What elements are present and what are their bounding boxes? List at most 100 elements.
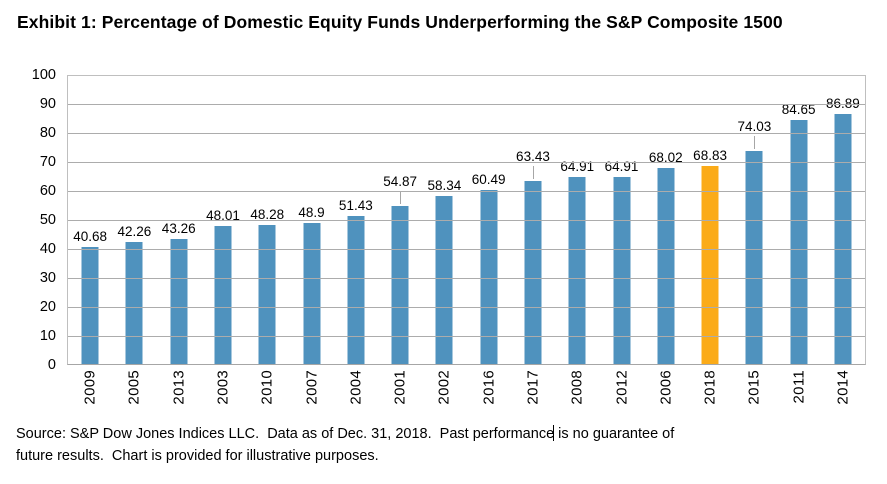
bar-2005 bbox=[125, 242, 143, 364]
bar-2006 bbox=[657, 168, 675, 364]
bar-2010 bbox=[258, 225, 276, 364]
x-tick-label-2008: 2008 bbox=[568, 370, 586, 405]
x-tick-label-2006: 2006 bbox=[657, 370, 675, 405]
bar-2016 bbox=[480, 190, 498, 364]
bar-group-2016: 60.49 2016 bbox=[467, 76, 511, 405]
x-tick-label-2003: 2003 bbox=[214, 370, 232, 405]
text-cursor bbox=[553, 425, 555, 441]
bar-2015 bbox=[745, 151, 763, 364]
y-tick-label: 30 bbox=[39, 270, 56, 286]
x-tick-label-2001: 2001 bbox=[391, 370, 409, 405]
bar-value-label: 48.9 bbox=[298, 205, 325, 220]
gridline bbox=[68, 191, 865, 192]
gridline bbox=[68, 336, 865, 337]
x-tick-label-2015: 2015 bbox=[745, 370, 763, 405]
source-text-before-cursor: Source: S&P Dow Jones Indices LLC. Data … bbox=[16, 426, 555, 442]
y-tick-label: 50 bbox=[39, 212, 56, 228]
gridline bbox=[68, 278, 865, 279]
bars-container: 40.68 2009 42.26 2005 43.26 2013 48.01 2003 48.2… bbox=[68, 76, 865, 405]
x-tick-label-2005: 2005 bbox=[125, 370, 143, 405]
bar-group-2010: 48.28 2010 bbox=[245, 76, 289, 405]
bar-2012 bbox=[613, 177, 631, 364]
bar-group-2018: 68.83 2018 bbox=[688, 76, 732, 405]
bar-2007 bbox=[303, 223, 321, 364]
bar-highlighted-2018 bbox=[701, 166, 719, 364]
bar-2001 bbox=[391, 206, 409, 364]
bar-2017 bbox=[524, 181, 542, 364]
bar-group-2011: 84.65 2011 bbox=[777, 76, 821, 403]
gridline bbox=[68, 104, 865, 105]
bar-group-2004: 51.43 2004 bbox=[334, 76, 378, 405]
bar-value-label: 63.43 bbox=[516, 149, 550, 164]
bar-value-label: 43.26 bbox=[161, 221, 196, 236]
gridline bbox=[68, 133, 865, 134]
y-tick-label: 90 bbox=[39, 96, 56, 112]
bar-group-2005: 42.26 2005 bbox=[112, 76, 156, 405]
y-tick-label: 60 bbox=[39, 183, 56, 199]
bar-2014 bbox=[834, 114, 852, 364]
y-tick-label: 10 bbox=[39, 328, 56, 344]
y-tick-label: 0 bbox=[47, 357, 56, 373]
bar-2011 bbox=[790, 120, 808, 364]
bar-value-label: 68.83 bbox=[693, 148, 727, 163]
gridline bbox=[68, 220, 865, 221]
y-tick-label: 80 bbox=[39, 125, 56, 141]
chart-title: Exhibit 1: Percentage of Domestic Equity… bbox=[17, 12, 783, 32]
y-tick-label: 20 bbox=[39, 299, 56, 315]
bar-2002 bbox=[435, 196, 453, 364]
bar-value-label: 86.89 bbox=[826, 96, 860, 111]
bar-value-label: 58.34 bbox=[427, 178, 462, 193]
bar-group-2014: 86.89 2014 bbox=[821, 76, 865, 405]
bar-value-label: 48.01 bbox=[206, 208, 240, 223]
x-tick-label-2010: 2010 bbox=[258, 370, 276, 405]
bar-2003 bbox=[214, 226, 232, 364]
bar-value-label: 42.26 bbox=[117, 224, 152, 239]
bar-value-label: 74.03 bbox=[737, 119, 772, 134]
y-tick-label: 40 bbox=[39, 241, 56, 257]
bar-group-2001: 54.87 2001 bbox=[378, 76, 422, 405]
plot-area: 40.68 2009 42.26 2005 43.26 2013 48.01 2003 48.2… bbox=[67, 75, 866, 405]
bar-value-label: 54.87 bbox=[383, 174, 418, 189]
bar-group-2003: 48.01 2003 bbox=[201, 76, 245, 405]
x-tick-label-2017: 2017 bbox=[524, 370, 542, 405]
bar-value-label: 40.68 bbox=[73, 229, 108, 244]
bar-value-label: 84.65 bbox=[781, 102, 816, 117]
x-tick-label-2007: 2007 bbox=[303, 370, 321, 405]
x-tick-label-2013: 2013 bbox=[170, 370, 188, 405]
x-tick-label-2012: 2012 bbox=[613, 370, 631, 405]
y-tick-label: 100 bbox=[31, 67, 56, 83]
bar-2009 bbox=[81, 247, 99, 364]
bar-group-2015: 74.03 2015 bbox=[732, 76, 776, 405]
x-tick-label-2018: 2018 bbox=[701, 370, 719, 405]
label-leader-line bbox=[754, 136, 756, 149]
gridline bbox=[68, 249, 865, 250]
bar-2008 bbox=[568, 177, 586, 364]
bar-group-2007: 48.9 2007 bbox=[289, 76, 333, 405]
bar-group-2006: 68.02 2006 bbox=[644, 76, 688, 405]
label-leader-line bbox=[400, 191, 402, 204]
source-text-after-cursor: is no guarantee of bbox=[554, 426, 675, 442]
x-tick-label-2004: 2004 bbox=[347, 370, 365, 405]
bar-value-label: 68.02 bbox=[648, 150, 683, 165]
y-axis: 100 90 80 70 60 50 40 30 20 10 0 bbox=[0, 67, 56, 373]
bar-group-2009: 40.68 2009 bbox=[68, 76, 112, 405]
x-tick-label-2011: 2011 bbox=[790, 370, 808, 404]
bar-value-label: 48.28 bbox=[250, 207, 285, 222]
bar-value-label: 51.43 bbox=[338, 198, 373, 213]
bar-2004 bbox=[347, 216, 365, 364]
bar-2013 bbox=[170, 239, 188, 364]
source-text-line2: future results. Chart is provided for il… bbox=[16, 448, 379, 464]
bar-group-2013: 43.26 2013 bbox=[157, 76, 201, 405]
x-tick-label-2009: 2009 bbox=[81, 370, 99, 405]
x-tick-label-2016: 2016 bbox=[480, 370, 498, 405]
source-note[interactable]: Source: S&P Dow Jones Indices LLC. Data … bbox=[16, 423, 876, 467]
gridline bbox=[68, 162, 865, 163]
bar-value-label: 60.49 bbox=[471, 172, 506, 187]
y-tick-label: 70 bbox=[39, 154, 56, 170]
bar-group-2002: 58.34 2002 bbox=[422, 76, 466, 405]
bar-group-2017: 63.43 2017 bbox=[511, 76, 555, 405]
label-leader-line bbox=[532, 166, 534, 179]
x-tick-label-2014: 2014 bbox=[834, 370, 852, 405]
gridline bbox=[68, 307, 865, 308]
x-tick-label-2002: 2002 bbox=[435, 370, 453, 405]
